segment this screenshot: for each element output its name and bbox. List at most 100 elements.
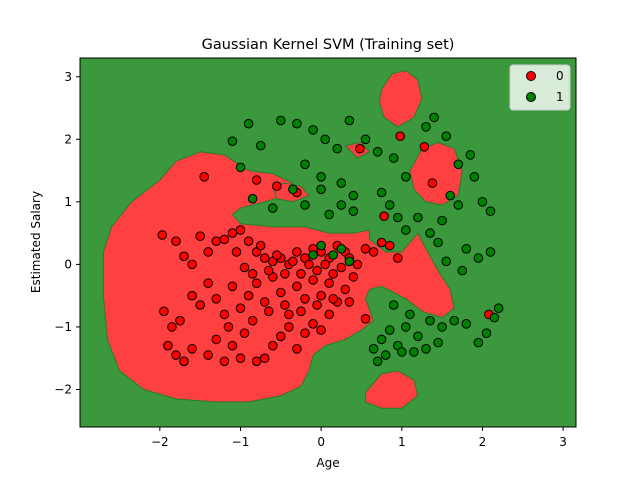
data-point-class-1: [376, 334, 387, 345]
data-point-class-1: [453, 200, 464, 210]
data-point-class-0: [352, 259, 363, 270]
data-point-class-1: [401, 172, 411, 182]
data-point-class-1: [465, 150, 476, 160]
data-point-class-0: [247, 269, 258, 279]
x-axis-ticks: −2 −1 0 1 2 3: [151, 427, 567, 449]
data-point-class-1: [348, 190, 359, 201]
data-point-class-0: [203, 247, 213, 257]
data-point-class-0: [175, 315, 185, 326]
data-point-class-0: [296, 306, 306, 317]
data-point-class-1: [308, 125, 318, 135]
data-point-class-0: [203, 350, 213, 360]
x-tick-label: 2: [479, 435, 487, 449]
y-axis-label: Estimated Salary: [29, 191, 43, 293]
data-point-class-1: [469, 172, 480, 182]
legend-box: [509, 64, 571, 111]
data-point-class-1: [328, 250, 339, 260]
data-points: [157, 112, 504, 367]
data-point-class-0: [231, 247, 242, 257]
data-point-class-1: [316, 172, 326, 182]
data-point-class-0: [379, 211, 389, 221]
y-tick-label: −2: [54, 382, 72, 396]
data-point-class-0: [308, 319, 318, 329]
data-point-class-0: [344, 297, 355, 307]
data-point-class-1: [481, 328, 492, 339]
data-point-class-1: [344, 115, 355, 126]
data-point-class-0: [348, 272, 359, 282]
data-point-class-0: [292, 247, 302, 257]
data-point-class-1: [368, 344, 379, 354]
data-point-class-0: [312, 265, 322, 276]
data-point-class-0: [259, 353, 270, 364]
legend-marker-1: [526, 92, 536, 102]
data-point-class-0: [235, 303, 246, 314]
data-point-class-1: [336, 200, 347, 210]
data-point-class-0: [300, 294, 310, 304]
chart-title: Gaussian Kernel SVM (Training set): [202, 37, 455, 53]
data-point-class-0: [288, 256, 298, 267]
decision-region-2: [409, 141, 463, 206]
data-point-class-0: [292, 281, 302, 292]
data-point-class-0: [247, 315, 258, 326]
data-point-class-0: [263, 306, 274, 317]
data-point-class-1: [461, 244, 472, 254]
data-point-class-1: [348, 206, 359, 216]
data-point-class-1: [409, 347, 419, 357]
data-point-class-0: [280, 269, 290, 279]
data-point-class-1: [461, 319, 472, 329]
data-point-class-1: [425, 228, 435, 238]
data-point-class-1: [268, 203, 278, 213]
data-point-class-0: [239, 328, 250, 339]
data-point-class-1: [401, 225, 411, 235]
data-point-class-0: [195, 300, 205, 310]
decision-region-1: [378, 70, 423, 128]
data-point-class-0: [280, 300, 290, 310]
data-point-class-0: [284, 309, 294, 320]
data-point-class-1: [429, 112, 439, 123]
data-point-class-1: [324, 209, 335, 220]
data-point-class-0: [324, 278, 335, 289]
data-point-class-1: [388, 300, 399, 310]
data-point-class-1: [493, 303, 504, 314]
data-point-class-0: [251, 175, 262, 185]
data-point-class-0: [235, 353, 246, 364]
data-point-class-0: [171, 350, 181, 360]
data-point-class-0: [227, 281, 238, 292]
data-point-class-1: [433, 337, 443, 348]
data-point-class-1: [308, 250, 318, 260]
data-point-class-1: [457, 265, 468, 276]
data-point-class-0: [187, 290, 197, 301]
x-tick-label: −1: [232, 435, 250, 449]
data-point-class-0: [259, 297, 270, 307]
data-point-class-0: [251, 356, 262, 367]
data-point-class-1: [332, 143, 343, 154]
data-point-class-0: [376, 237, 387, 248]
data-point-class-1: [388, 153, 399, 163]
data-point-class-0: [251, 278, 262, 289]
data-point-class-0: [263, 265, 274, 276]
data-point-class-0: [211, 294, 222, 304]
data-point-class-0: [340, 284, 351, 295]
data-point-class-0: [227, 340, 238, 351]
legend-label-0: 0: [556, 69, 564, 83]
data-point-class-0: [355, 143, 365, 154]
data-point-class-0: [336, 262, 347, 273]
data-point-class-1: [316, 240, 326, 251]
data-point-class-0: [324, 309, 335, 320]
data-point-class-0: [316, 290, 326, 301]
data-point-class-0: [167, 322, 177, 332]
y-axis-ticks: −2 −1 0 1 2 3: [54, 70, 80, 396]
data-point-class-1: [441, 131, 452, 141]
data-point-class-0: [223, 322, 234, 332]
data-point-class-1: [372, 356, 383, 367]
data-point-class-0: [235, 225, 246, 235]
data-point-class-1: [437, 215, 447, 226]
data-point-class-1: [489, 312, 500, 323]
data-point-class-1: [453, 159, 464, 170]
x-tick-label: 0: [317, 435, 325, 449]
data-point-class-0: [243, 236, 254, 246]
data-point-class-1: [300, 200, 310, 210]
data-point-class-0: [304, 259, 314, 270]
data-point-class-0: [163, 340, 173, 351]
